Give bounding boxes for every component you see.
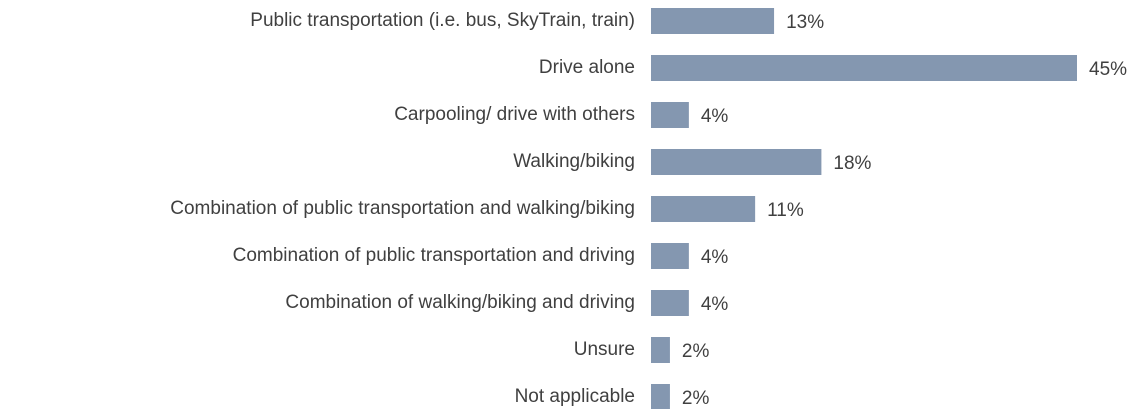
- value-label: 4%: [701, 106, 729, 127]
- category-label: Unsure: [574, 339, 635, 360]
- category-label: Carpooling/ drive with others: [394, 104, 635, 125]
- value-label: 11%: [767, 200, 804, 221]
- bar: [651, 55, 1077, 81]
- category-label: Drive alone: [539, 57, 635, 78]
- bar: [651, 102, 689, 128]
- bar: [651, 149, 822, 175]
- value-label: 4%: [701, 247, 729, 268]
- category-label: Public transportation (i.e. bus, SkyTrai…: [250, 10, 635, 31]
- category-label: Combination of public transportation and…: [170, 198, 635, 219]
- value-label: 4%: [701, 294, 729, 315]
- value-label: 45%: [1089, 59, 1127, 80]
- bar: [651, 384, 670, 409]
- category-label: Not applicable: [515, 386, 635, 407]
- value-label: 13%: [786, 12, 824, 33]
- bar: [651, 337, 670, 363]
- bar: [651, 290, 689, 316]
- category-label: Combination of walking/biking and drivin…: [285, 292, 635, 313]
- category-label: Combination of public transportation and…: [233, 245, 635, 266]
- bar: [651, 196, 756, 222]
- bar: [651, 8, 775, 34]
- category-label: Walking/biking: [513, 151, 635, 172]
- bar: [651, 243, 689, 269]
- value-label: 18%: [833, 153, 871, 174]
- value-label: 2%: [682, 388, 710, 409]
- value-label: 2%: [682, 341, 710, 362]
